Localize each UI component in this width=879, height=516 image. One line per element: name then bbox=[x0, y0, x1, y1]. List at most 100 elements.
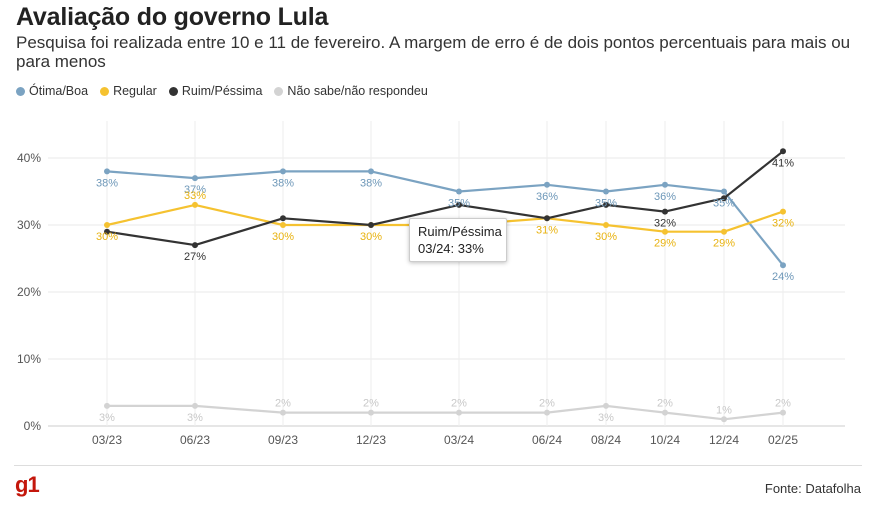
data-label: 32% bbox=[654, 218, 676, 230]
series-line bbox=[106, 150, 784, 247]
data-label: 36% bbox=[654, 191, 676, 203]
footer-divider bbox=[14, 465, 862, 466]
data-point bbox=[544, 409, 550, 416]
data-point bbox=[662, 181, 668, 188]
data-label: 29% bbox=[654, 238, 676, 250]
x-tick-label: 12/24 bbox=[709, 433, 739, 447]
data-point bbox=[192, 402, 198, 409]
data-label: 32% bbox=[772, 218, 794, 230]
data-point bbox=[662, 228, 668, 235]
data-label: 2% bbox=[275, 398, 291, 410]
data-point bbox=[104, 168, 110, 175]
x-tick-label: 03/24 bbox=[444, 433, 474, 447]
data-point bbox=[603, 201, 609, 208]
legend-item-otima-boa[interactable]: Ótima/Boa bbox=[16, 84, 88, 98]
data-label: 31% bbox=[536, 224, 558, 236]
data-label: 27% bbox=[184, 251, 206, 263]
data-label: 38% bbox=[272, 177, 294, 189]
series-line bbox=[106, 170, 784, 266]
source-note: Fonte: Datafolha bbox=[764, 481, 861, 496]
data-label: 3% bbox=[187, 412, 203, 424]
legend-swatch bbox=[168, 86, 178, 96]
legend-swatch bbox=[100, 86, 110, 96]
legend-item-nao-sabe[interactable]: Não sabe/não respondeu bbox=[274, 84, 428, 98]
tooltip: Ruim/Péssima 03/24: 33% bbox=[409, 218, 507, 262]
x-tick-label: 08/24 bbox=[591, 433, 621, 447]
data-point bbox=[456, 409, 462, 416]
legend: Ótima/Boa Regular Ruim/Péssima Não sabe/… bbox=[16, 84, 428, 98]
data-point bbox=[456, 188, 462, 195]
x-tick-label: 06/23 bbox=[180, 433, 210, 447]
data-label: 37% bbox=[184, 184, 206, 196]
chart-title: Avaliação do governo Lula bbox=[16, 3, 329, 31]
data-label: 24% bbox=[772, 271, 794, 283]
data-label: 29% bbox=[713, 238, 735, 250]
data-point bbox=[780, 208, 786, 215]
y-tick-label: 40% bbox=[17, 151, 41, 165]
legend-label: Ótima/Boa bbox=[29, 84, 89, 98]
data-label: 38% bbox=[96, 177, 118, 189]
tooltip-value: 03/24: 33% bbox=[418, 241, 484, 256]
data-label: 30% bbox=[595, 231, 617, 243]
data-label: 38% bbox=[360, 177, 382, 189]
data-point bbox=[721, 188, 727, 195]
data-point bbox=[603, 402, 609, 409]
data-point bbox=[368, 409, 374, 416]
chart-subtitle: Pesquisa foi realizada entre 10 e 11 de … bbox=[16, 33, 851, 71]
legend-swatch bbox=[274, 86, 284, 96]
data-label: 30% bbox=[360, 231, 382, 243]
data-label: 2% bbox=[539, 398, 555, 410]
data-point bbox=[280, 215, 286, 222]
legend-swatch bbox=[16, 86, 25, 96]
x-tick-label: 10/24 bbox=[650, 433, 680, 447]
data-label: 3% bbox=[598, 412, 614, 424]
data-point bbox=[104, 222, 110, 228]
data-point bbox=[544, 215, 550, 222]
data-label: 33% bbox=[184, 190, 206, 202]
data-point bbox=[662, 409, 668, 416]
y-tick-label: 10% bbox=[17, 352, 41, 366]
y-tick-label: 0% bbox=[24, 419, 42, 433]
data-point bbox=[368, 168, 374, 175]
data-point bbox=[104, 402, 110, 409]
data-point bbox=[192, 242, 198, 249]
data-label: 36% bbox=[536, 191, 558, 203]
x-tick-label: 12/23 bbox=[356, 433, 386, 447]
data-label: 2% bbox=[363, 398, 379, 410]
data-label: 30% bbox=[272, 231, 294, 243]
legend-item-regular[interactable]: Regular bbox=[100, 84, 157, 98]
x-tick-label: 03/23 bbox=[92, 433, 122, 447]
data-point bbox=[662, 208, 668, 215]
g1-logo: g1 bbox=[15, 472, 40, 497]
data-point bbox=[192, 201, 198, 208]
data-point bbox=[721, 195, 727, 202]
x-tick-label: 06/24 bbox=[532, 433, 562, 447]
data-point bbox=[280, 168, 286, 175]
data-point bbox=[192, 175, 198, 182]
data-label: 3% bbox=[99, 412, 115, 424]
legend-item-ruim-pessima[interactable]: Ruim/Péssima bbox=[168, 84, 263, 98]
data-label: 2% bbox=[451, 398, 467, 410]
series-line bbox=[107, 404, 784, 421]
y-tick-label: 30% bbox=[17, 218, 41, 232]
data-point bbox=[603, 222, 609, 228]
data-point bbox=[780, 262, 786, 269]
data-label: 2% bbox=[775, 398, 791, 410]
data-point bbox=[780, 148, 786, 155]
data-point bbox=[280, 222, 286, 228]
data-point bbox=[544, 181, 550, 188]
data-point bbox=[104, 228, 110, 235]
x-tick-label: 02/25 bbox=[768, 433, 798, 447]
data-point bbox=[368, 222, 374, 228]
data-point bbox=[603, 188, 609, 195]
data-label: 35% bbox=[595, 198, 617, 210]
legend-label: Regular bbox=[113, 84, 157, 98]
x-tick-label: 09/23 bbox=[268, 433, 298, 447]
legend-label: Não sabe/não respondeu bbox=[287, 84, 428, 98]
data-label: 30% bbox=[96, 231, 118, 243]
data-point bbox=[780, 409, 786, 416]
data-point bbox=[721, 416, 727, 423]
legend-label: Ruim/Péssima bbox=[181, 84, 263, 98]
data-point bbox=[721, 228, 727, 235]
data-label: 35% bbox=[448, 198, 470, 210]
